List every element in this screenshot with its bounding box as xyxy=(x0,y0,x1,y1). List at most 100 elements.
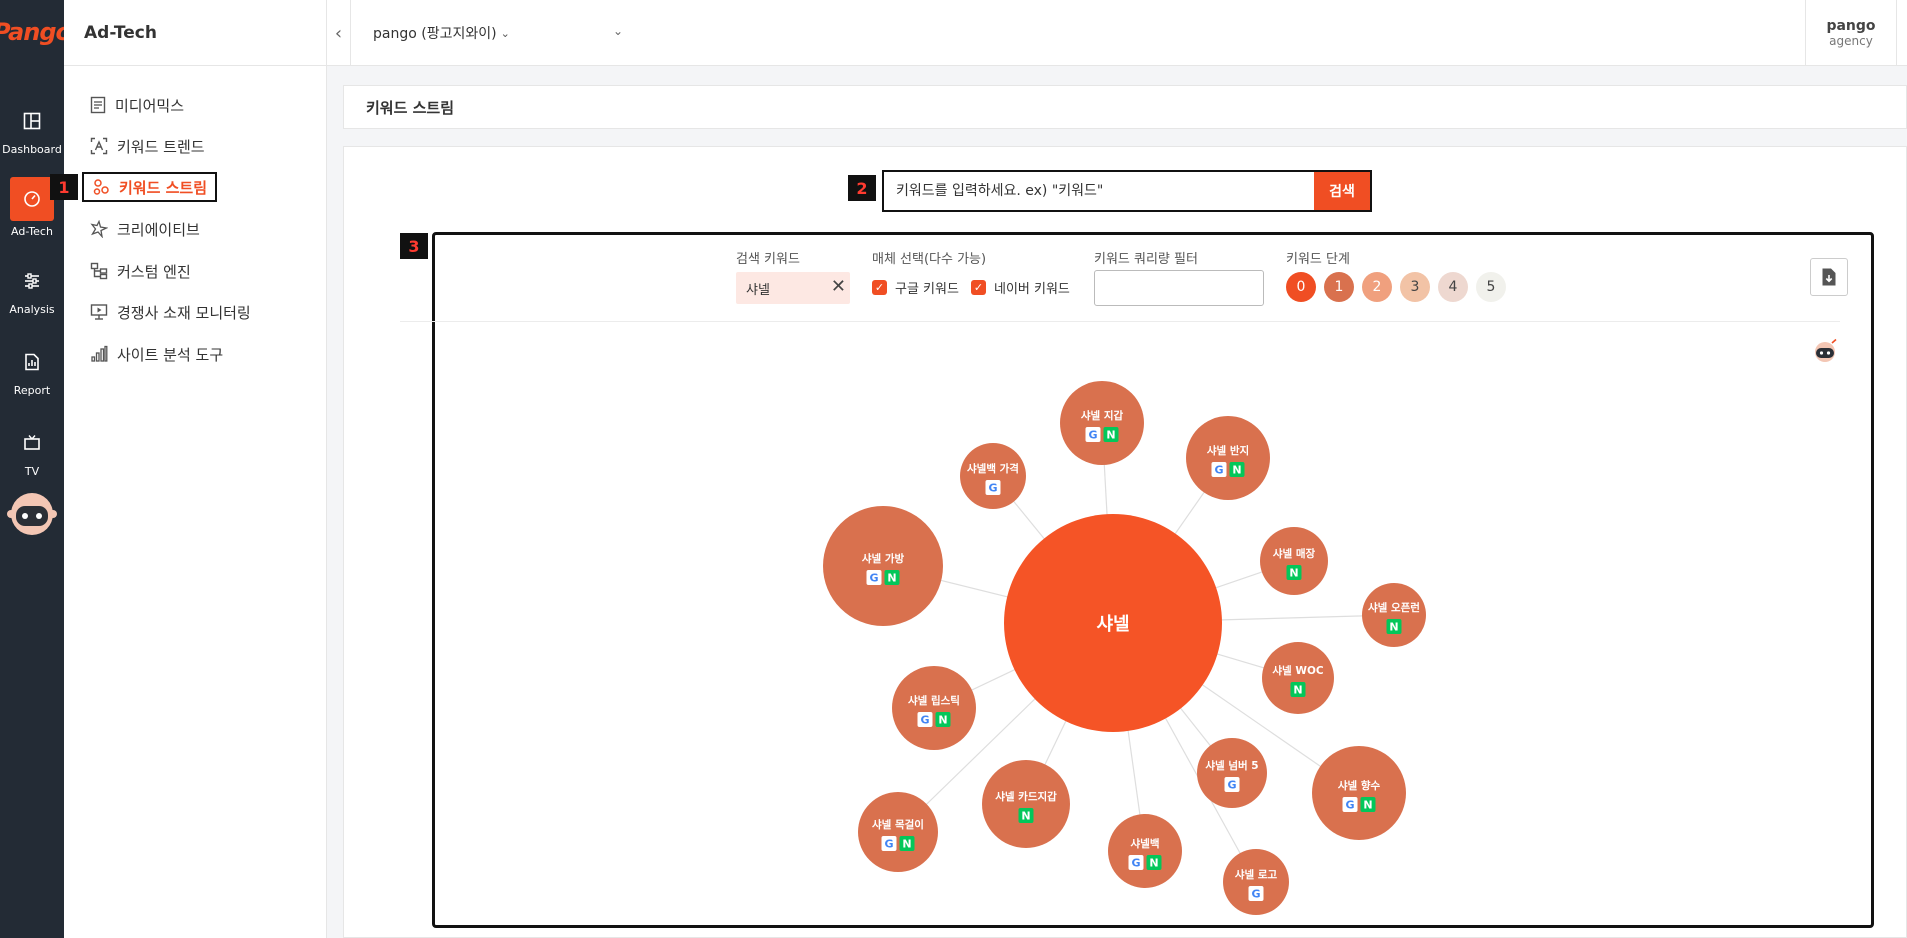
page-title: 키워드 스트림 xyxy=(343,85,1907,129)
collapse-menu-button[interactable]: ‹ xyxy=(327,0,351,66)
menu-item-creative[interactable]: 크리에이티브 xyxy=(90,215,200,243)
keyword-node-label: 샤넬 지갑 xyxy=(1081,409,1124,422)
menu-item-label: 크리에이티브 xyxy=(117,220,200,239)
keyword-node[interactable]: 샤넬 로고 G xyxy=(1223,849,1289,915)
google-keyword-checkbox[interactable]: ✓ 구글 키워드 xyxy=(872,278,959,297)
keyword-node-label: 샤넬 카드지갑 xyxy=(995,790,1057,803)
media-select-label: 매체 선택(다수 가능) xyxy=(872,252,987,267)
keyword-node-label: 샤넬 향수 xyxy=(1338,779,1381,792)
naver-icon: N xyxy=(1018,808,1034,823)
keyword-node[interactable]: 샤넬 오픈런 N xyxy=(1362,583,1426,647)
keyword-node[interactable]: 샤넬 지갑 G N xyxy=(1060,381,1144,465)
download-button[interactable] xyxy=(1810,258,1848,296)
svg-text:G: G xyxy=(869,572,878,585)
account-select[interactable]: pango (팡고지와이) ⌄ ⌄ xyxy=(373,20,623,46)
tree-icon xyxy=(90,262,108,280)
keyword-node[interactable]: 샤넬 향수 G N xyxy=(1312,746,1406,840)
rail-item-report[interactable]: Report xyxy=(0,333,64,407)
keyword-node-label: 샤넬 로고 xyxy=(1235,868,1278,881)
search-bar: 검색 xyxy=(882,170,1372,212)
naver-icon: N xyxy=(1286,565,1302,580)
level-0-button[interactable]: 0 xyxy=(1286,272,1316,302)
menu-item-keyword-trend[interactable]: 키워드 트렌드 xyxy=(90,132,205,160)
top-bar: ‹ pango (팡고지와이) ⌄ ⌄ pango agency xyxy=(327,0,1907,66)
user-profile[interactable]: pango agency xyxy=(1805,0,1897,66)
check-icon: ✓ xyxy=(971,280,986,295)
naver-icon: N xyxy=(884,570,900,585)
menu-item-site-analysis[interactable]: 사이트 분석 도구 xyxy=(90,340,223,368)
rail-item-dashboard[interactable]: Dashboard xyxy=(0,92,64,166)
google-icon: G xyxy=(1085,427,1101,442)
user-role: agency xyxy=(1829,34,1873,48)
keyword-node[interactable]: 샤넬백 가격 G xyxy=(960,443,1026,509)
keyword-node[interactable]: 샤넬 립스틱 G N xyxy=(892,666,976,750)
svg-text:N: N xyxy=(887,572,896,585)
naver-keyword-checkbox[interactable]: ✓ 네이버 키워드 xyxy=(971,278,1070,297)
level-4-button[interactable]: 4 xyxy=(1438,272,1468,302)
checkbox-label: 네이버 키워드 xyxy=(994,282,1070,297)
keyword-node[interactable]: 샤넬 매장 N xyxy=(1260,527,1328,595)
search-button[interactable]: 검색 xyxy=(1314,172,1370,210)
level-2-button[interactable]: 2 xyxy=(1362,272,1392,302)
menu-item-label: 키워드 트렌드 xyxy=(117,137,205,156)
close-icon[interactable]: ✕ xyxy=(830,276,846,297)
keyword-node[interactable]: 샤넬 WOC N xyxy=(1262,642,1334,714)
google-icon: G xyxy=(1248,886,1264,901)
menu-item-label: 커스텀 엔진 xyxy=(117,262,191,281)
download-icon xyxy=(1822,268,1836,286)
bot-icon[interactable] xyxy=(1810,338,1840,364)
google-icon: G xyxy=(1128,855,1144,870)
query-filter-input[interactable] xyxy=(1094,270,1264,306)
level-1-button[interactable]: 1 xyxy=(1324,272,1354,302)
tv-icon xyxy=(14,425,50,461)
menu-item-competitor-monitoring[interactable]: 경쟁사 소재 모니터링 xyxy=(90,298,251,326)
svg-text:N: N xyxy=(1149,857,1158,870)
level-5-button[interactable]: 5 xyxy=(1476,272,1506,302)
center-keyword-node[interactable]: 샤넬 xyxy=(1004,514,1222,732)
svg-text:G: G xyxy=(1251,888,1260,901)
keyword-search-input[interactable] xyxy=(884,172,1314,210)
svg-text:N: N xyxy=(1289,567,1298,580)
divider xyxy=(400,321,1840,322)
keyword-node[interactable]: 샤넬 카드지갑 N xyxy=(982,760,1070,848)
keyword-node[interactable]: 샤넬 넘버 5 G xyxy=(1197,738,1267,808)
keyword-node[interactable]: 샤넬백 G N xyxy=(1108,814,1182,888)
rail-label: Report xyxy=(13,383,51,397)
rail-item-analysis[interactable]: Analysis xyxy=(0,252,64,326)
mascot-icon[interactable] xyxy=(6,490,58,538)
pango-logo[interactable]: Pango xyxy=(0,12,72,52)
keyword-node[interactable]: 샤넬 반지 G N xyxy=(1186,416,1270,500)
menu-item-custom-engine[interactable]: 커스텀 엔진 xyxy=(90,257,191,285)
left-rail: Pango Dashboard Ad-Tech Analysis Report … xyxy=(0,0,72,938)
google-icon: G xyxy=(881,836,897,851)
svg-text:N: N xyxy=(1021,810,1030,823)
keyword-node[interactable]: 샤넬 목걸이 G N xyxy=(858,792,938,872)
svg-text:G: G xyxy=(1227,779,1236,792)
keyword-level-label: 키워드 단계 xyxy=(1286,252,1350,267)
rail-item-tv[interactable]: TV xyxy=(0,414,64,488)
annotation-2: 2 xyxy=(848,175,876,201)
svg-text:N: N xyxy=(1293,684,1302,697)
naver-icon: N xyxy=(1360,797,1376,812)
sub-menu-panel: Ad-Tech xyxy=(64,0,327,938)
keyword-node-label: 샤넬백 가격 xyxy=(967,462,1019,475)
check-icon: ✓ xyxy=(872,280,887,295)
level-3-button[interactable]: 3 xyxy=(1400,272,1430,302)
dashboard-icon xyxy=(14,103,50,139)
menu-item-keyword-stream[interactable]: 키워드 스트림 xyxy=(82,172,218,202)
rail-item-ad-tech[interactable]: Ad-Tech xyxy=(0,170,64,244)
sparkle-icon xyxy=(90,220,108,238)
menu-title: Ad-Tech xyxy=(64,0,326,66)
monitor-icon xyxy=(90,304,108,320)
chevron-down-icon: ⌄ xyxy=(612,24,623,38)
google-icon: G xyxy=(985,480,1001,495)
menu-item-label: 키워드 스트림 xyxy=(119,178,208,197)
naver-icon: N xyxy=(1386,619,1402,634)
svg-text:N: N xyxy=(902,838,911,851)
keyword-node[interactable]: 샤넬 가방 G N xyxy=(823,506,943,626)
keyword-node-label: 샤넬 오픈런 xyxy=(1368,601,1420,614)
gauge-icon xyxy=(10,176,54,221)
menu-item-media-mix[interactable]: 미디어믹스 xyxy=(90,91,184,119)
